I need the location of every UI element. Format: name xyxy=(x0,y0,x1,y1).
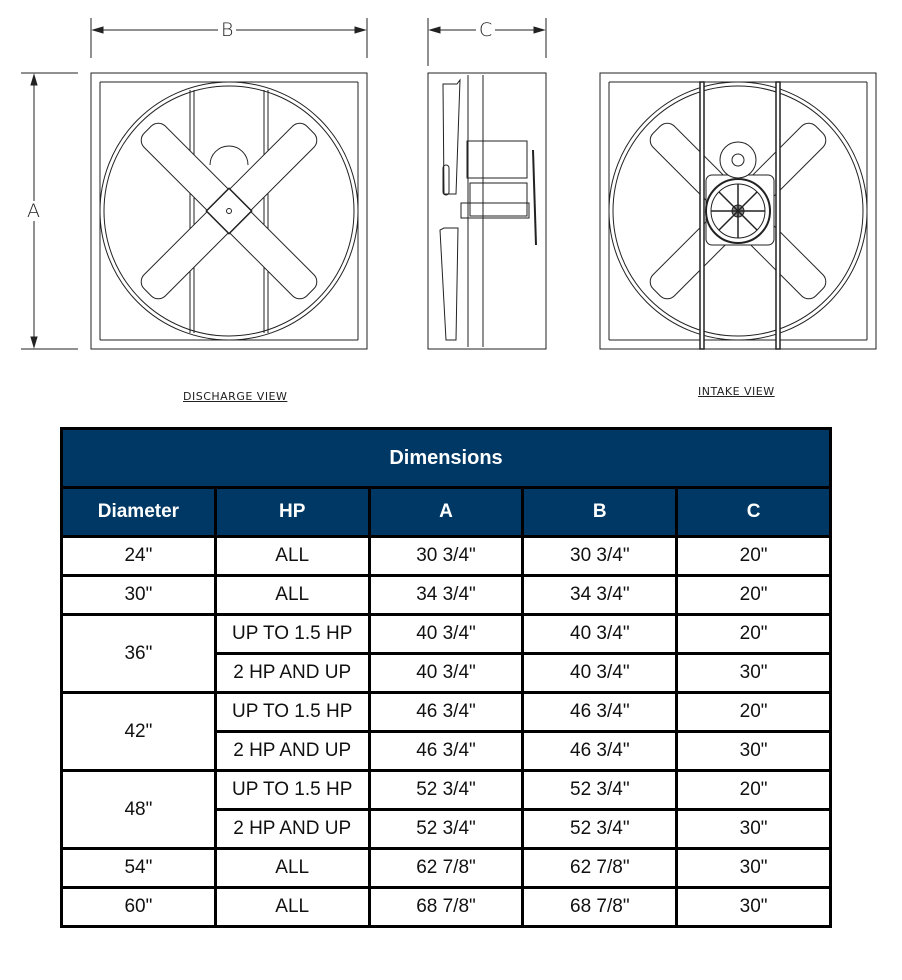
discharge-view-label: DISCHARGE VIEW xyxy=(183,390,288,403)
cell-c: 30" xyxy=(675,652,832,694)
cell-c: 30" xyxy=(675,847,832,889)
dimension-c xyxy=(427,18,547,66)
table-row: 36" UP TO 1.5 HP 40 3/4" 40 3/4" 20" xyxy=(60,613,832,694)
cell-c: 30" xyxy=(675,730,832,772)
table-title: Dimensions xyxy=(60,427,832,489)
cell-a: 46 3/4" xyxy=(367,691,525,733)
table-row: 54" ALL 62 7/8" 62 7/8" 30" xyxy=(60,847,832,889)
cell-hp: 2 HP AND UP xyxy=(213,808,371,850)
cell-b: 52 3/4" xyxy=(521,808,679,850)
dimensions-table: Dimensions Diameter HP A B C 24" ALL 30 3/… xyxy=(60,427,832,928)
cell-diameter: 30" xyxy=(60,574,217,616)
cell-c: 20" xyxy=(675,769,832,811)
intake-view-drawing xyxy=(599,72,877,350)
column-header-hp: HP xyxy=(213,486,371,538)
column-header-diameter: Diameter xyxy=(60,486,217,538)
table-row: 2 HP AND UP 52 3/4" 52 3/4" 30" xyxy=(62,808,832,850)
cell-a: 40 3/4" xyxy=(367,613,525,655)
dimension-label-a: A xyxy=(24,201,43,221)
cell-b: 34 3/4" xyxy=(521,574,679,616)
cell-c: 30" xyxy=(675,886,832,928)
cell-diameter: 54" xyxy=(60,847,217,889)
column-header-a: A xyxy=(367,486,525,538)
discharge-view-drawing xyxy=(90,72,368,350)
cell-hp: UP TO 1.5 HP xyxy=(213,769,371,811)
cell-hp: UP TO 1.5 HP xyxy=(213,691,371,733)
cell-b: 46 3/4" xyxy=(521,730,679,772)
cell-c: 30" xyxy=(675,808,832,850)
dimension-label-b: B xyxy=(218,20,237,40)
cell-b: 30 3/4" xyxy=(521,535,679,577)
table-row: 48" UP TO 1.5 HP 52 3/4" 52 3/4" 20" xyxy=(60,769,832,850)
intake-view-label: INTAKE VIEW xyxy=(698,385,775,398)
cell-a: 68 7/8" xyxy=(367,886,525,928)
cell-b: 46 3/4" xyxy=(521,691,679,733)
cell-b: 68 7/8" xyxy=(521,886,679,928)
table-row: 60" ALL 68 7/8" 68 7/8" 30" xyxy=(60,886,832,928)
table-row: 2 HP AND UP 40 3/4" 40 3/4" 30" xyxy=(62,652,832,694)
table-row: 2 HP AND UP 46 3/4" 46 3/4" 30" xyxy=(62,730,832,772)
cell-a: 40 3/4" xyxy=(367,652,525,694)
cell-diameter: 42" xyxy=(60,691,217,772)
cell-a: 52 3/4" xyxy=(367,769,525,811)
cell-b: 62 7/8" xyxy=(521,847,679,889)
cell-hp: ALL xyxy=(213,574,371,616)
cell-b: 40 3/4" xyxy=(521,613,679,655)
cell-hp: 2 HP AND UP xyxy=(213,652,371,694)
cell-c: 20" xyxy=(675,613,832,655)
cell-a: 30 3/4" xyxy=(367,535,525,577)
cell-a: 52 3/4" xyxy=(367,808,525,850)
cell-diameter: 60" xyxy=(60,886,217,928)
cell-hp: ALL xyxy=(213,535,371,577)
cell-c: 20" xyxy=(675,574,832,616)
column-header-c: C xyxy=(675,486,832,538)
table-row: 24" ALL 30 3/4" 30 3/4" 20" xyxy=(60,535,832,577)
fan-drawings xyxy=(21,18,877,350)
column-header-b: B xyxy=(521,486,679,538)
cell-hp: UP TO 1.5 HP xyxy=(213,613,371,655)
table-row: 42" UP TO 1.5 HP 46 3/4" 46 3/4" 20" xyxy=(60,691,832,772)
cell-c: 20" xyxy=(675,535,832,577)
side-view-drawing xyxy=(427,72,547,350)
cell-hp: ALL xyxy=(213,886,371,928)
table-row: 30" ALL 34 3/4" 34 3/4" 20" xyxy=(60,574,832,616)
cell-a: 46 3/4" xyxy=(367,730,525,772)
cell-c: 20" xyxy=(675,691,832,733)
dimension-label-c: C xyxy=(476,20,496,40)
cell-b: 52 3/4" xyxy=(521,769,679,811)
cell-a: 34 3/4" xyxy=(367,574,525,616)
cell-diameter: 48" xyxy=(60,769,217,850)
cell-hp: 2 HP AND UP xyxy=(213,730,371,772)
cell-hp: ALL xyxy=(213,847,371,889)
cell-a: 62 7/8" xyxy=(367,847,525,889)
cell-diameter: 36" xyxy=(60,613,217,694)
cell-diameter: 24" xyxy=(60,535,217,577)
cell-b: 40 3/4" xyxy=(521,652,679,694)
